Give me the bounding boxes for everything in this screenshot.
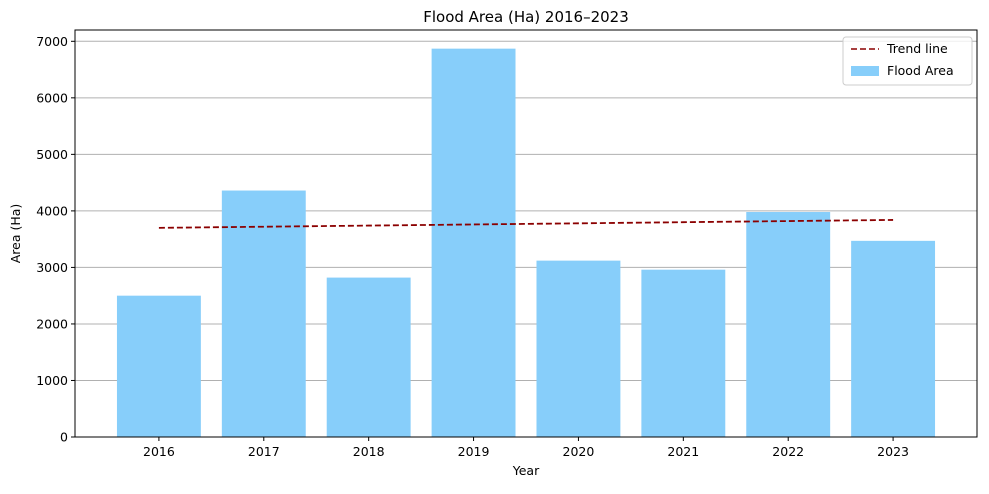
- legend-bar-swatch: [851, 66, 879, 76]
- bar-2019: [431, 48, 516, 437]
- x-tick-label: 2023: [877, 444, 909, 459]
- x-tick-label: 2017: [248, 444, 280, 459]
- bar-2023: [851, 240, 936, 437]
- legend: Trend line Flood Area: [842, 36, 973, 86]
- y-tick-label: 7000: [36, 34, 68, 49]
- chart-title: Flood Area (Ha) 2016–2023: [423, 8, 629, 26]
- bars: [116, 48, 936, 437]
- bar-2020: [536, 260, 621, 437]
- bar-2018: [326, 277, 411, 437]
- x-tick-label: 2021: [667, 444, 699, 459]
- x-tick-label: 2016: [143, 444, 175, 459]
- y-tick-label: 1000: [36, 373, 68, 388]
- trend-line: [158, 219, 894, 229]
- plot-frame: [74, 29, 978, 438]
- y-tick-label: 5000: [36, 147, 68, 162]
- bar-2022: [746, 212, 831, 437]
- x-axis-ticks: 2016 2017 2018 2019 2020 2021 2022 2023: [143, 437, 909, 459]
- y-axis-ticks: 0 1000 2000 3000 4000 5000 6000 7000: [36, 34, 75, 445]
- y-tick-label: 6000: [36, 90, 68, 105]
- trend-line-group: [158, 219, 894, 229]
- y-tick-label: 3000: [36, 260, 68, 275]
- bar-2021: [641, 269, 726, 437]
- y-axis-label: Area (Ha): [8, 204, 23, 264]
- bar-2016: [116, 295, 201, 437]
- y-tick-label: 0: [60, 430, 68, 445]
- legend-trend-label: Trend line: [886, 41, 948, 56]
- x-tick-label: 2019: [458, 444, 490, 459]
- legend-bar-label: Flood Area: [887, 63, 954, 78]
- y-tick-label: 4000: [36, 203, 68, 218]
- x-axis-label: Year: [512, 463, 540, 478]
- x-tick-label: 2020: [563, 444, 595, 459]
- x-tick-label: 2022: [772, 444, 804, 459]
- x-tick-label: 2018: [353, 444, 385, 459]
- bar-2017: [221, 190, 306, 437]
- y-tick-label: 2000: [36, 316, 68, 331]
